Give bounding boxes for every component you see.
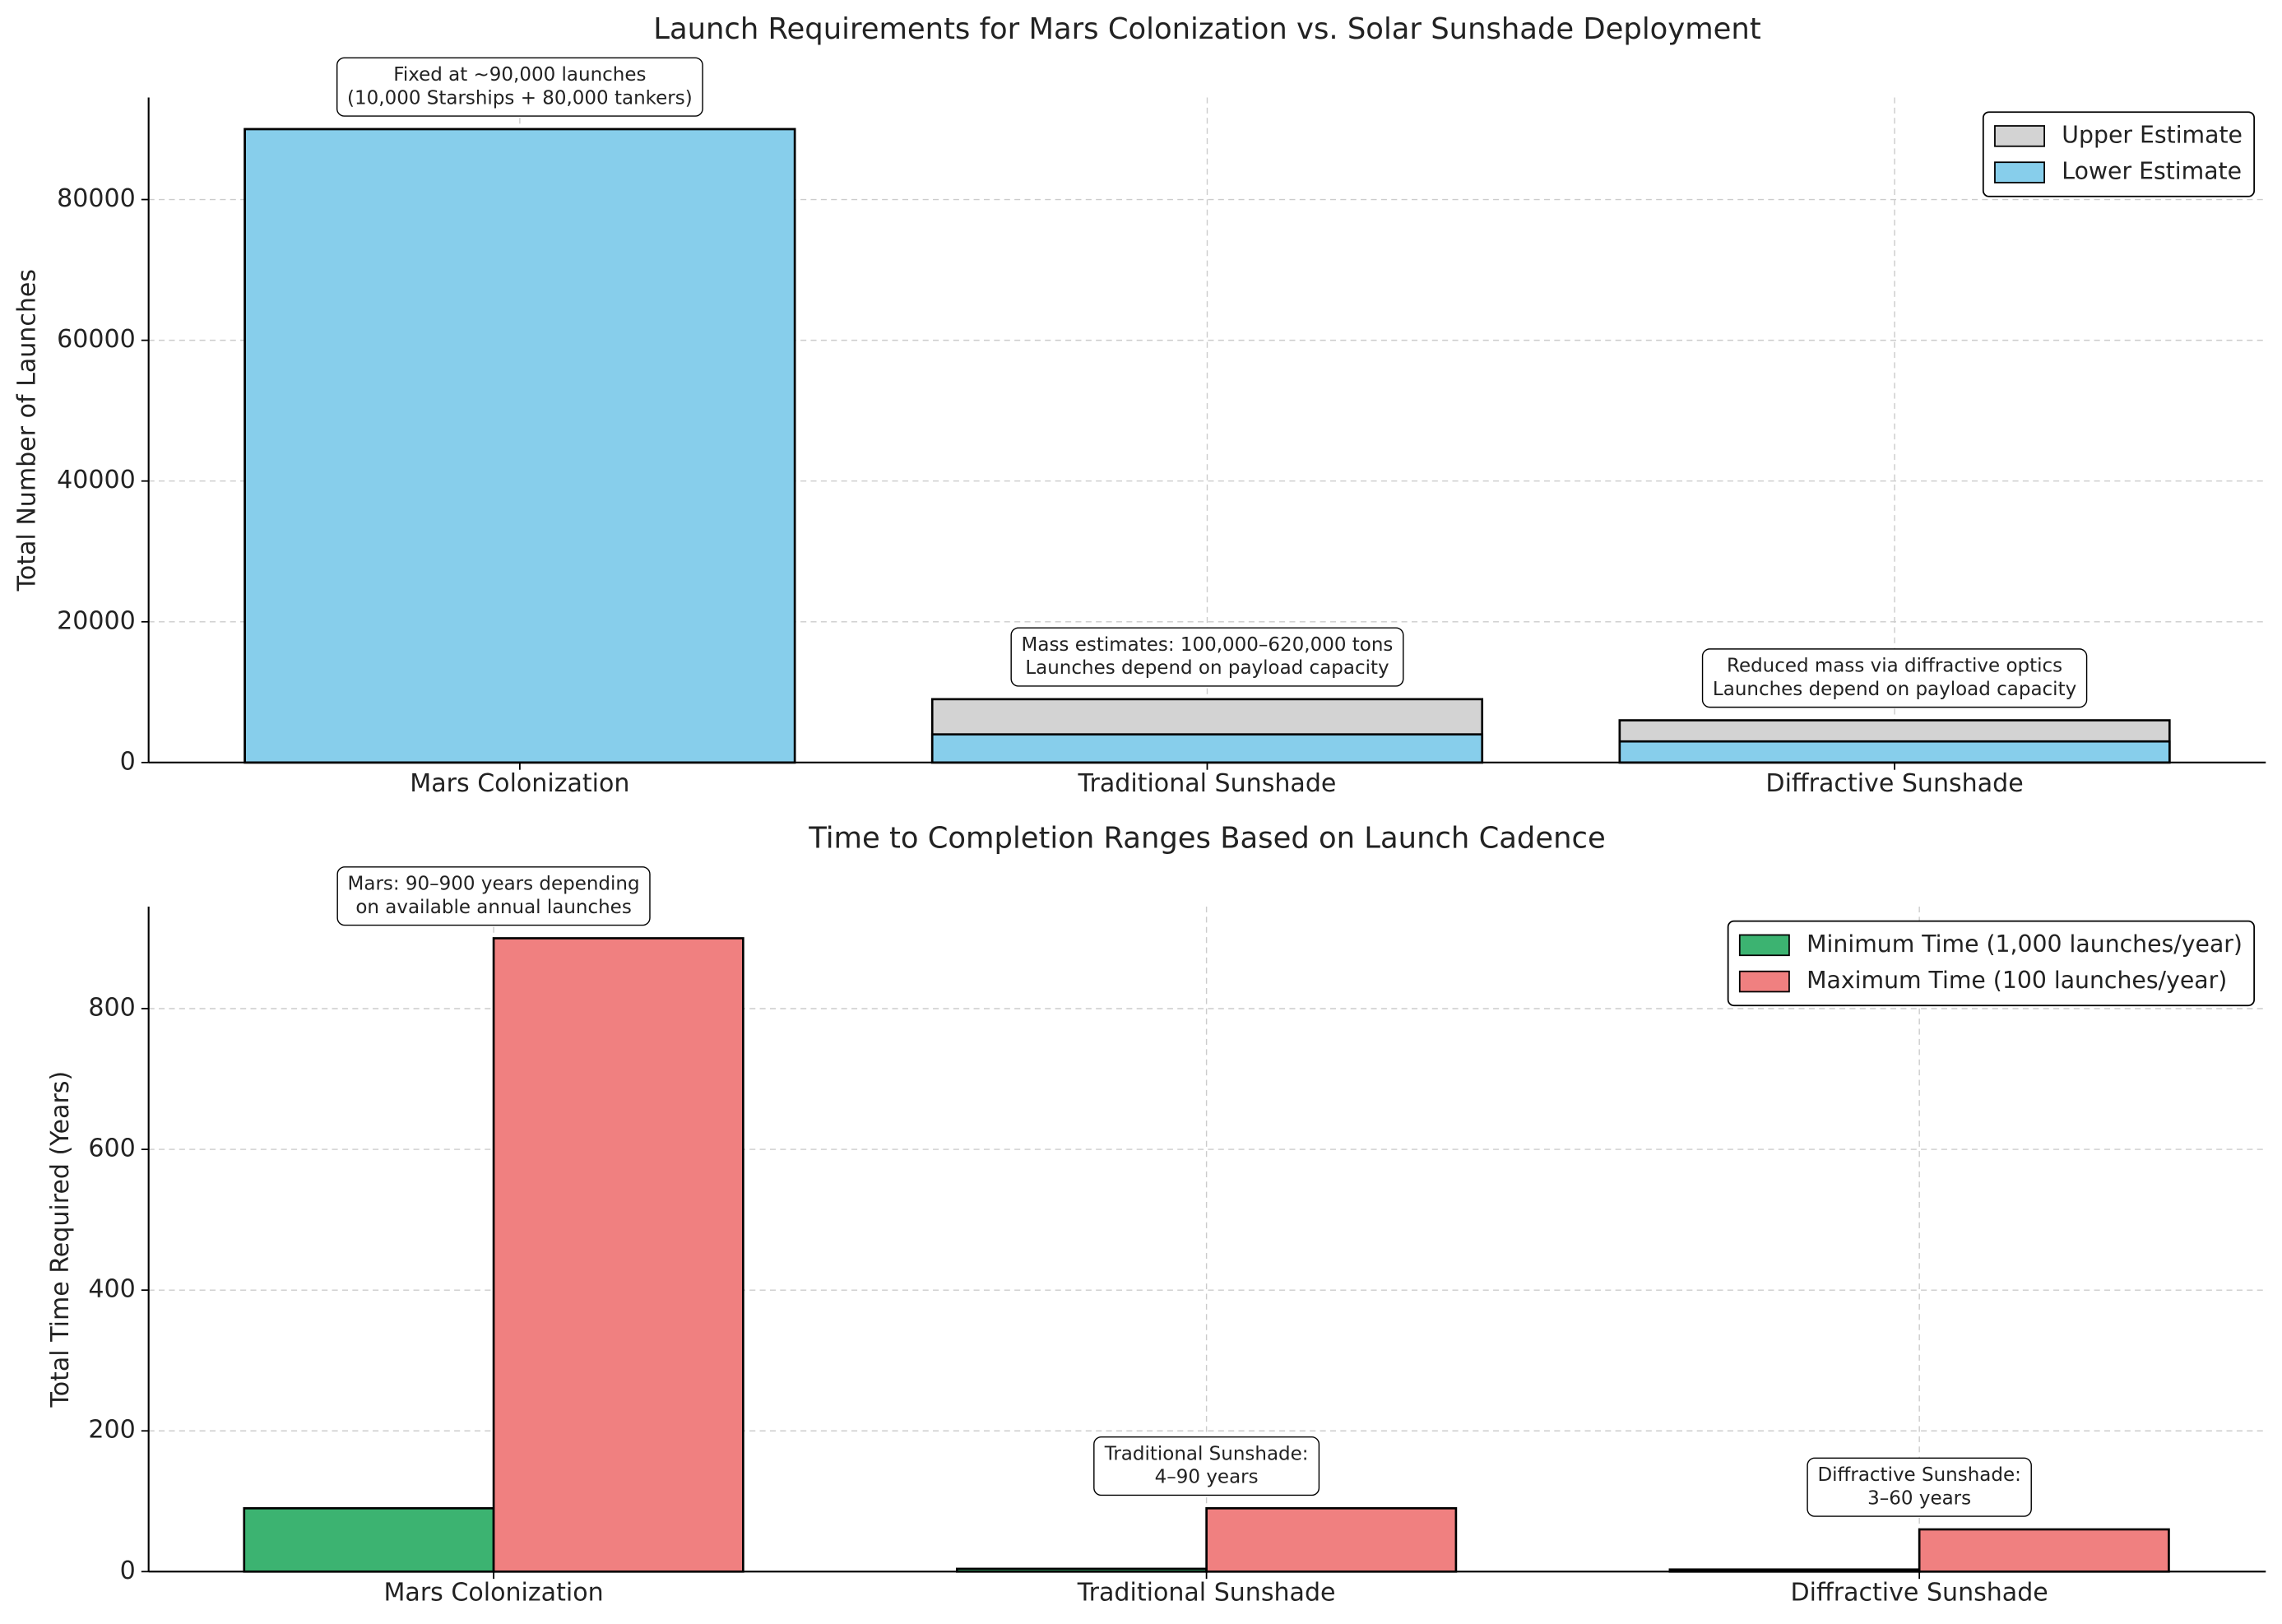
- annotation-box: [1010, 627, 1404, 687]
- y-tick-label: 80000: [57, 184, 136, 213]
- bar: [244, 128, 796, 764]
- y-tick-label: 800: [88, 994, 135, 1023]
- bar: [930, 733, 1484, 764]
- annotation-text: on available annual launches: [355, 897, 631, 918]
- legend-box: [1727, 920, 2256, 1007]
- annotation-text: 3–60 years: [1867, 1487, 1971, 1509]
- annotation-text: 4–90 years: [1155, 1467, 1259, 1488]
- y-tick-label: 60000: [57, 325, 136, 354]
- legend-label: Upper Estimate: [2062, 121, 2243, 148]
- bar: [492, 937, 744, 1573]
- annotation-text: Mass estimates: 100,000–620,000 tons: [1022, 634, 1394, 656]
- bar: [1618, 740, 2171, 764]
- x-tick-label: Diffractive Sunshade: [1791, 1578, 2048, 1607]
- x-tick-label: Traditional Sunshade: [1078, 769, 1337, 798]
- legend: Upper Estimate Lower Estimate: [1982, 111, 2256, 197]
- legend-box: [1982, 111, 2256, 197]
- annotation-box: [1701, 648, 2088, 708]
- y-tick-label: 20000: [57, 606, 136, 635]
- annotation: Traditional Sunshade: 4–90 years: [1093, 1436, 1320, 1496]
- bar: [1205, 1507, 1458, 1573]
- chart-title: Launch Requirements for Mars Colonizatio…: [653, 12, 1761, 46]
- bar: [1918, 1528, 2170, 1573]
- annotation-text: Mars: 90–900 years depending: [348, 874, 640, 895]
- legend: Minimum Time (1,000 launches/year) Maximu…: [1727, 920, 2256, 1007]
- annotation-text: Reduced mass via diffractive optics: [1727, 656, 2062, 677]
- annotation-box: [336, 57, 703, 117]
- legend-swatch: [1738, 970, 1790, 993]
- annotation-box: [1093, 1436, 1320, 1496]
- y-axis-label: Total Number of Launches: [12, 269, 41, 592]
- y-tick-label: 40000: [57, 466, 136, 494]
- legend-label: Maximum Time (100 launches/year): [1807, 967, 2227, 994]
- chart-title: Time to Completion Ranges Based on Launc…: [808, 822, 1606, 856]
- x-tick-label: Mars Colonization: [410, 769, 629, 798]
- y-tick-label: 600: [88, 1134, 135, 1163]
- y-axis-label: Total Time Required (Years): [46, 1071, 75, 1408]
- x-tick-label: Traditional Sunshade: [1077, 1578, 1336, 1607]
- y-tick-label: 0: [120, 747, 136, 776]
- annotation-text: Traditional Sunshade:: [1104, 1443, 1309, 1464]
- annotation: Diffractive Sunshade:3–60 years: [1807, 1457, 2032, 1517]
- annotation: Fixed at ~90,000 launches(10,000 Starshi…: [336, 57, 703, 117]
- annotation: Mass estimates: 100,000–620,000 tonsLaun…: [1010, 627, 1404, 687]
- annotation-text: Diffractive Sunshade:: [1817, 1464, 2020, 1486]
- legend-swatch: [1994, 125, 2045, 147]
- annotation-box: [336, 866, 651, 926]
- x-tick-label: Diffractive Sunshade: [1765, 769, 2023, 798]
- y-tick-label: 400: [88, 1275, 135, 1304]
- legend-label: Minimum Time (1,000 launches/year): [1807, 930, 2243, 958]
- x-tick-label: Mars Colonization: [384, 1578, 604, 1607]
- bar: [243, 1507, 495, 1573]
- legend-swatch: [1994, 161, 2045, 183]
- legend-swatch: [1738, 934, 1790, 957]
- annotation-text: Launches depend on payload capacity: [1713, 679, 2076, 700]
- annotation-text: Launches depend on payload capacity: [1025, 657, 1389, 679]
- annotation: Reduced mass via diffractive opticsLaunc…: [1701, 648, 2088, 708]
- legend-label: Lower Estimate: [2062, 158, 2242, 185]
- annotation-box: [1807, 1457, 2032, 1517]
- y-tick-label: 0: [120, 1557, 136, 1585]
- annotation-text: (10,000 Starships + 80,000 tankers): [347, 87, 693, 109]
- annotation-text: Fixed at ~90,000 launches: [393, 64, 646, 86]
- y-tick-label: 200: [88, 1416, 135, 1445]
